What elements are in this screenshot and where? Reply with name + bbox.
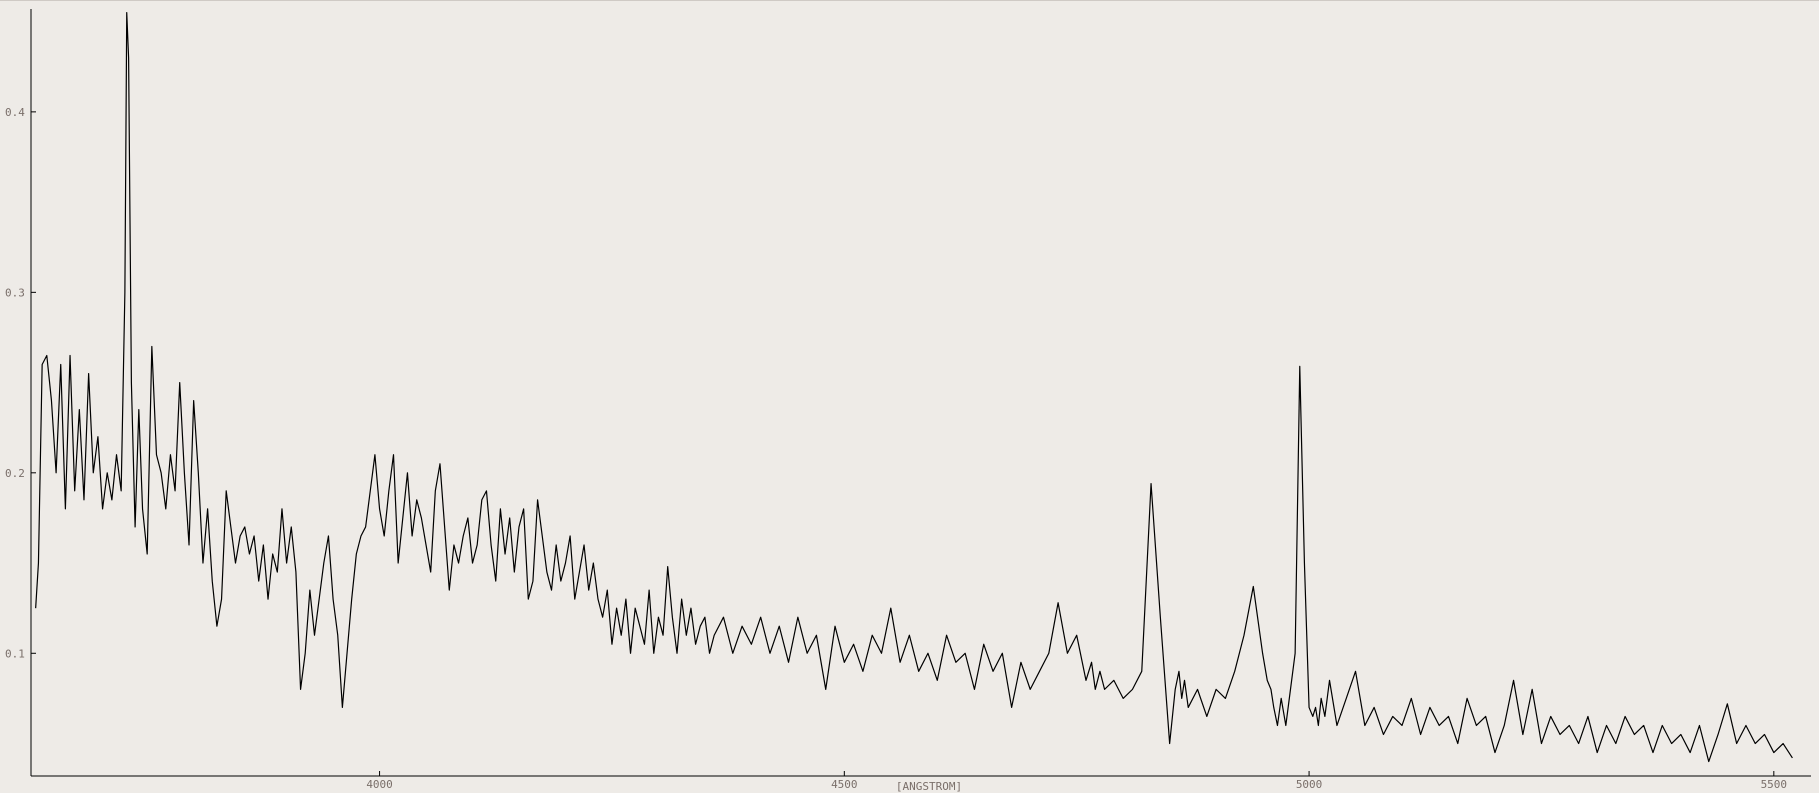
- x-tick-label: 5500: [1761, 778, 1788, 791]
- x-axis-label: [ANGSTROM]: [896, 780, 962, 793]
- y-tick-label: 0.3: [5, 286, 25, 299]
- y-tick-label: 0.1: [5, 647, 25, 660]
- y-tick-label: 0.2: [5, 467, 25, 480]
- x-tick-label: 4000: [366, 778, 393, 791]
- x-tick-label: 4500: [831, 778, 858, 791]
- x-tick-label: 5000: [1296, 778, 1323, 791]
- y-tick-label: 0.4: [5, 106, 25, 119]
- spectrum-line: [35, 12, 1793, 763]
